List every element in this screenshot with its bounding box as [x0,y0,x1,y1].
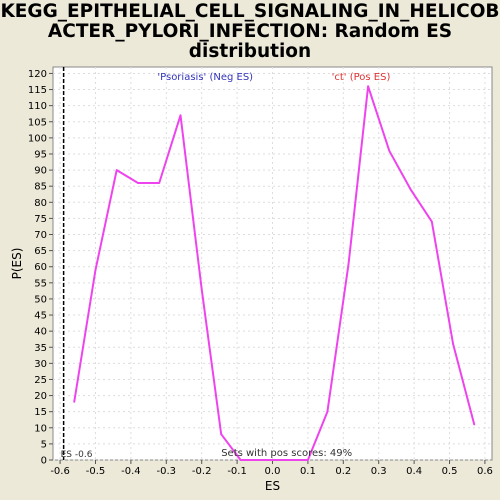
neg-es-label: 'Psoriasis' (Neg ES) [157,72,253,83]
y-tick-label: 105 [28,117,47,128]
y-tick-label: 40 [34,327,47,338]
y-tick-label: 30 [34,359,47,370]
y-tick-label: 115 [28,85,47,96]
pos-scores-footer: Sets with pos scores: 49% [221,448,352,459]
es-marker-group: ES -0.6 [61,67,93,460]
es-marker-label: ES -0.6 [61,450,93,460]
y-tick-label: 60 [34,262,47,273]
x-tick-label: -0.3 [157,466,177,477]
x-tick-label: 0.1 [300,466,316,477]
x-axis-label: ES [265,479,280,493]
data-point [115,169,118,171]
data-point [158,182,161,184]
data-point [200,288,203,291]
data-point [431,220,433,223]
y-tick-label: 5 [41,439,47,450]
data-point [220,433,222,436]
y-tick-label: 75 [34,214,47,225]
y-axis-label: P(ES) [10,248,24,280]
x-tick-label: 0.2 [335,466,351,477]
y-tick-label: 50 [34,294,47,305]
x-tick-label: -0.4 [121,466,141,477]
data-point [137,182,139,184]
data-point [179,114,182,117]
data-point [473,423,476,426]
y-tick-label: 0 [41,456,47,467]
y-tick-label: 20 [34,391,47,402]
y-tick-label: 100 [28,133,47,144]
grid [53,67,492,461]
data-point [347,262,350,265]
y-tick-label: 45 [34,311,47,322]
y-axis: 0 5 10 15 20 25 30 35 40 45 50 55 60 65 70 75 80 85 90 95 10… [28,69,53,467]
x-tick-label: -0.1 [227,466,247,477]
x-tick-label: 0.5 [442,466,458,477]
data-point [307,459,309,461]
data-point [326,410,329,413]
data-point [94,269,97,271]
y-tick-label: 10 [34,423,47,434]
pos-es-label: 'ct' (Pos ES) [332,72,391,83]
x-axis: -0.6 -0.5 -0.4 -0.3 -0.2 -0.1 0.0 0.1 0.2 0.3 0.4 0… [50,460,493,477]
y-tick-label: 120 [28,69,47,80]
y-tick-label: 85 [34,182,47,193]
y-tick-label: 65 [34,246,47,257]
chart-title: KEGG_EPITHELIAL_CELL_SIGNALING_IN_HELICO… [0,2,500,62]
data-point [239,459,242,461]
es-distribution-line [73,85,476,461]
x-tick-label: 0.3 [371,466,387,477]
y-tick-label: 80 [34,198,47,209]
x-tick-label: -0.5 [86,466,106,477]
y-tick-label: 55 [34,278,47,289]
y-tick-label: 110 [28,101,47,112]
series-group [73,85,476,461]
y-tick-label: 90 [34,166,47,177]
data-point [388,149,391,152]
title-line-1: KEGG_EPITHELIAL_CELL_SIGNALING_IN_HELICO… [0,1,500,22]
data-point [409,188,412,191]
x-tick-label: 0.4 [406,466,422,477]
title-line-3: distribution [188,41,312,62]
y-tick-label: 15 [34,407,47,418]
y-tick-label: 35 [34,343,47,354]
data-point [367,85,369,88]
y-tick-label: 70 [34,230,47,241]
data-point [452,343,454,345]
y-tick-label: 95 [34,149,47,160]
title-line-2: ACTER_PYLORI_INFECTION: Random ES [47,21,453,42]
x-tick-label: 0.6 [477,466,493,477]
x-tick-label: -0.6 [50,466,70,477]
y-tick-label: 25 [34,375,47,386]
x-tick-label: 0.0 [265,466,281,477]
data-point [73,401,76,403]
x-tick-label: -0.2 [192,466,212,477]
